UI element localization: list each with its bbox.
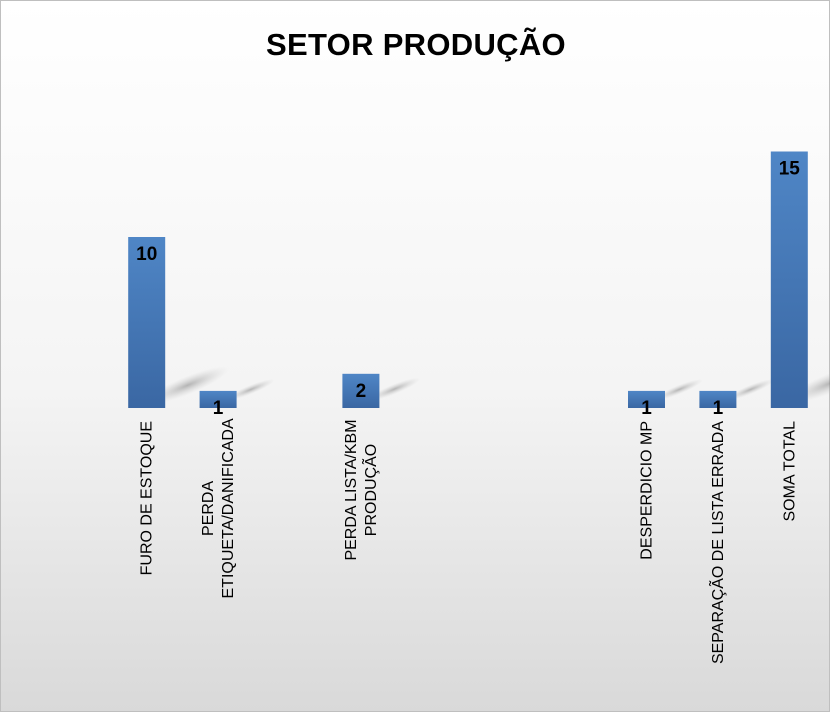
data-labels: 10 1 2 1 1 15 [136, 159, 800, 419]
category-label-perda-etiqueta-danificada: PERDA ETIQUETA/DANIFICADA [200, 418, 237, 598]
data-label: 15 [779, 159, 801, 180]
bars [128, 151, 808, 408]
bar-perda-lista-kbm-producao [342, 373, 380, 408]
category-label-line: SOMA TOTAL [781, 421, 798, 522]
category-label-soma-total: SOMA TOTAL [781, 421, 798, 522]
category-label-line: PERDA [200, 481, 217, 536]
category-label-line: FURO DE ESTOQUE [139, 421, 156, 575]
category-label-line: DESPERDICIO MP [639, 421, 656, 560]
bar-furo-de-estoque [128, 237, 166, 408]
category-label-furo-de-estoque: FURO DE ESTOQUE [139, 421, 156, 575]
bar-shadow [226, 378, 275, 401]
bar-shadow [786, 362, 830, 404]
bar-shadow [654, 378, 704, 401]
data-label: 1 [641, 398, 652, 419]
category-label-line: SEPARAÇÃO DE LISTA ERRADA [707, 421, 727, 664]
category-label-desperdicio-mp: DESPERDICIO MP [639, 421, 656, 560]
chart-title: SETOR PRODUÇÃO [266, 27, 566, 62]
bar-shadows [146, 362, 830, 404]
category-label-line: PRODUÇÃO [360, 444, 380, 536]
bar-shadow [146, 366, 230, 404]
data-label: 2 [356, 381, 367, 402]
bar-shadow [726, 378, 775, 401]
data-label: 1 [713, 398, 724, 419]
category-label-line: ETIQUETA/DANIFICADA [220, 418, 237, 598]
bar-perda-etiqueta-danificada [199, 390, 237, 408]
bar-desperdicio-mp [628, 390, 665, 408]
category-labels: FURO DE ESTOQUE PERDA ETIQUETA/DANIFICADA P… [139, 418, 799, 664]
bar-separacao-de-lista-errada [699, 390, 737, 408]
category-label-separacao-de-lista-errada: SEPARAÇÃO DE LISTA ERRADA [707, 421, 727, 664]
category-label-perda-lista-kbm-producao: PERDA LISTA/KBM PRODUÇÃO [343, 419, 380, 560]
data-label: 1 [213, 398, 224, 419]
bar-soma-total [770, 151, 808, 408]
data-label: 10 [136, 244, 157, 265]
bar-shadow [368, 377, 421, 401]
category-label-line: PERDA LISTA/KBM [343, 419, 360, 560]
